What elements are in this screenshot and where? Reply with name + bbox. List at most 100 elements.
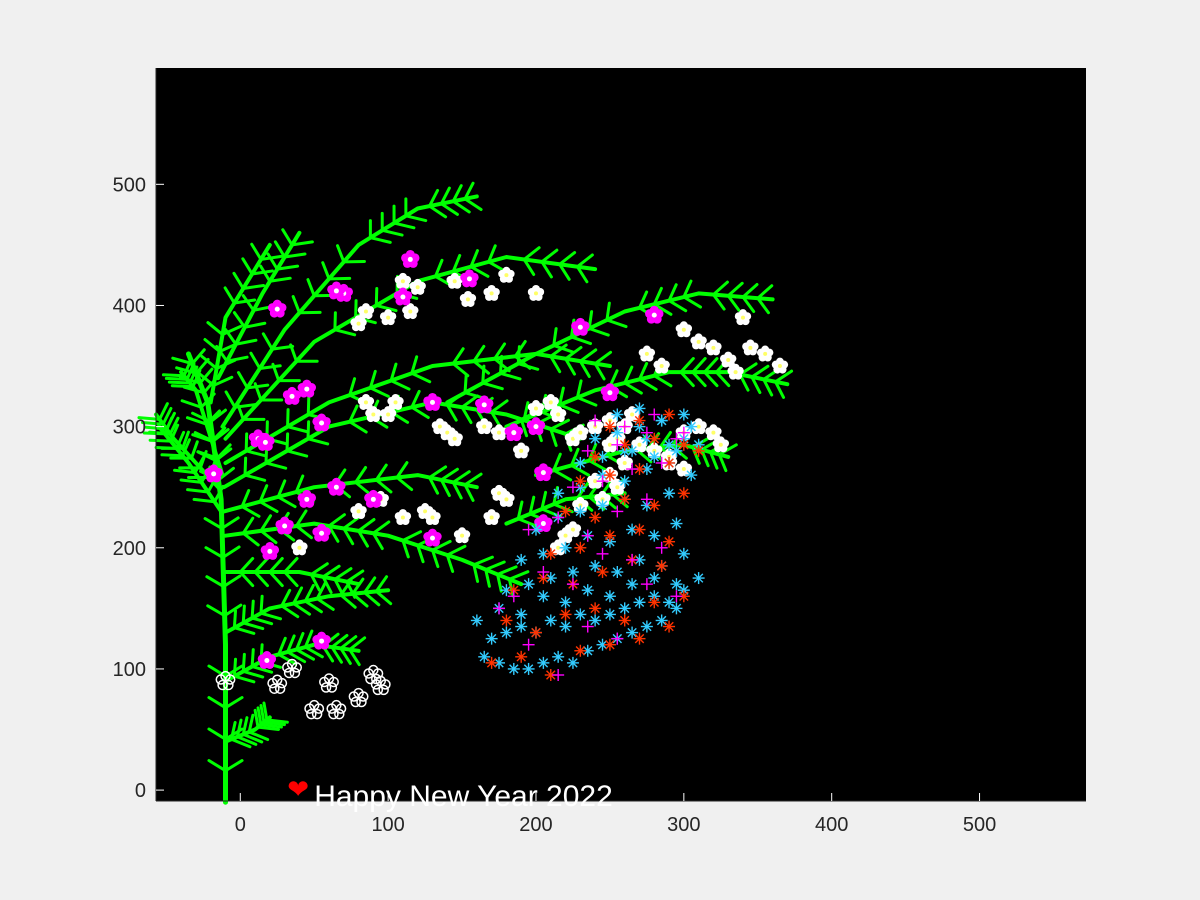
tree-twig [241, 652, 246, 673]
tree-twig [309, 562, 329, 576]
tree-twig [186, 488, 210, 494]
tree-twig [463, 197, 483, 212]
tree-twig [774, 369, 794, 384]
tree-twig [362, 576, 377, 595]
white-flower-marker [498, 266, 515, 283]
tree-twig [507, 570, 530, 581]
firework-asterisk-marker [574, 608, 587, 621]
magenta-flower-marker [534, 463, 553, 482]
magenta-flower-marker [297, 489, 317, 508]
tree-twig [348, 636, 367, 652]
tree-twig [241, 516, 255, 535]
tree-twig [292, 602, 312, 616]
white-flower-marker [424, 509, 441, 526]
tree-twig [623, 365, 634, 385]
tree-twig [380, 228, 404, 237]
tree-branch [216, 230, 302, 381]
firework-asterisk-marker [574, 644, 587, 657]
tree-twig [286, 650, 307, 664]
tree-twig [357, 529, 369, 548]
firework-asterisk-marker [648, 450, 661, 463]
tree-twig [451, 253, 462, 274]
magenta-flower-marker [364, 489, 383, 508]
tree-twig [277, 636, 287, 656]
white-flower-marker [549, 406, 567, 423]
firework-plus-marker [537, 566, 550, 579]
firework-plus-marker [677, 426, 690, 439]
firework-asterisk-marker [507, 584, 520, 597]
firework-asterisk-marker [670, 578, 683, 591]
firework-asterisk-marker [611, 426, 624, 439]
tree-twig [516, 345, 521, 366]
firework-asterisk-marker [611, 566, 624, 579]
tree-twig [549, 354, 562, 374]
firework-asterisk-marker [589, 602, 602, 615]
tree-twig [484, 568, 491, 588]
firework-plus-marker [596, 475, 609, 488]
white-flower-marker [675, 460, 693, 477]
magenta-flower-marker [327, 281, 346, 300]
tree-twig [259, 594, 264, 615]
tree-twig [249, 351, 262, 370]
tree-twig [682, 279, 693, 299]
tree-twig [244, 449, 268, 458]
tree-twig [286, 634, 296, 654]
tree-twig [439, 186, 451, 206]
white-flower-marker [350, 503, 367, 519]
magenta-flower-marker [312, 631, 331, 650]
tree-twig [262, 701, 269, 722]
tree-twig [165, 411, 176, 431]
tree-twig [259, 529, 278, 545]
white-flower-marker [727, 363, 744, 380]
tree-twig [253, 382, 263, 402]
tree-twig [266, 252, 279, 271]
firework-plus-marker [670, 432, 683, 445]
tree-twig [213, 484, 225, 504]
firework-asterisk-marker [529, 626, 542, 639]
firework-asterisk-marker [544, 547, 557, 560]
tree-twig [691, 445, 701, 465]
firework-asterisk-marker [544, 614, 557, 627]
tree-twig [371, 531, 384, 551]
tree-twig [276, 479, 287, 499]
tree-twig [342, 515, 361, 530]
tree-twig [256, 725, 281, 731]
axes-frame [155, 68, 1086, 802]
tree-branch [157, 424, 224, 514]
tree-twig [285, 449, 309, 458]
tree-twig [460, 394, 479, 409]
firework-asterisk-marker [515, 553, 528, 566]
white-flower-marker [705, 339, 722, 356]
tree-twig [303, 583, 315, 603]
firework-asterisk-marker [663, 620, 676, 633]
tree-twig [354, 465, 368, 484]
firework-asterisk-marker [663, 438, 676, 451]
firework-asterisk-marker [574, 541, 587, 554]
firework-asterisk-marker [692, 572, 705, 585]
magenta-flower-marker [282, 386, 302, 405]
firework-plus-marker [581, 444, 594, 457]
tree-twig [188, 365, 199, 385]
tree-twig [241, 294, 256, 312]
tree-twig [569, 335, 593, 346]
firework-asterisk-marker [493, 656, 506, 669]
tree-twig [232, 298, 257, 305]
tree-twig [481, 381, 504, 391]
tree-twig [498, 371, 522, 381]
tree-twig [522, 401, 530, 421]
tree-twig [493, 342, 507, 361]
x-tick-label: 0 [235, 814, 246, 836]
firework-asterisk-marker [685, 420, 698, 433]
tree-branch [445, 291, 775, 405]
tree-twig [303, 629, 314, 649]
tree-twig [262, 720, 286, 727]
tree-twig [170, 384, 195, 389]
tree-twig [158, 402, 169, 421]
tree-twig [522, 257, 536, 276]
firework-asterisk-marker [626, 578, 639, 591]
greeting-annotation: ❤ Happy New Year 2022 [287, 774, 612, 813]
firework-asterisk-marker [648, 596, 661, 609]
firework-asterisk-marker [589, 450, 602, 463]
tree-twig [223, 696, 244, 710]
tree-twig [210, 426, 227, 443]
